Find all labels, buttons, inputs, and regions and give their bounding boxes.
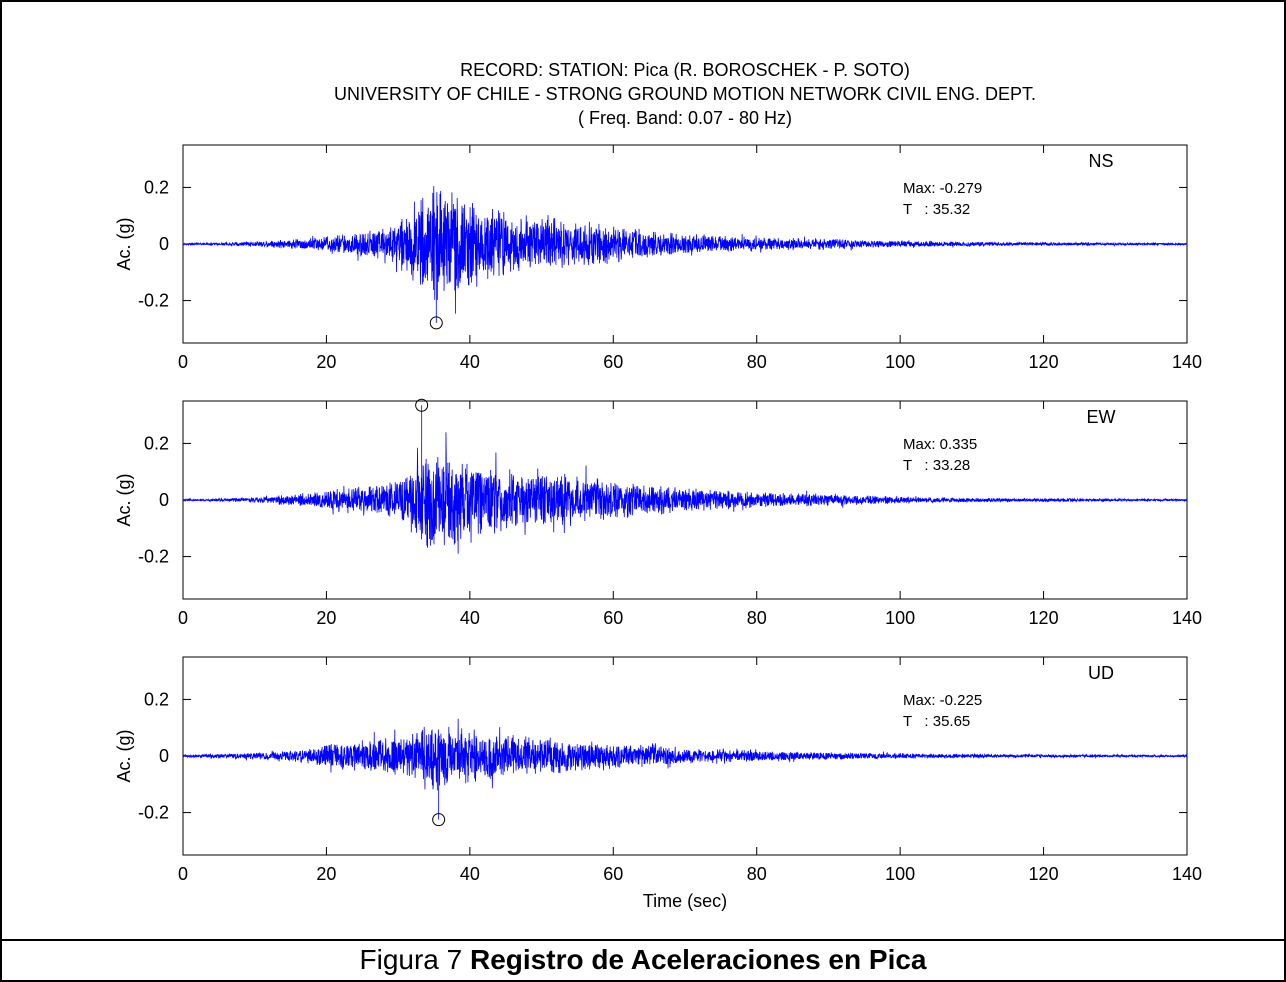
x-tick-label: 120 xyxy=(1029,864,1059,884)
x-tick-label: 20 xyxy=(316,864,336,884)
y-axis-label: Ac. (g) xyxy=(114,217,134,270)
peak-marker xyxy=(415,398,429,412)
component-label: EW xyxy=(1087,407,1116,427)
x-tick-label: 140 xyxy=(1172,864,1202,884)
y-tick-label: 0 xyxy=(159,490,169,510)
x-tick-label: 40 xyxy=(460,352,480,372)
panel-ew: 0 20 40 60 80 100 120 140 -0.2 0 0.2 Ac. (g) EW Max: … xyxy=(114,398,1202,628)
acceleration-trace xyxy=(182,718,1188,820)
peak-marker xyxy=(429,316,443,330)
component-label: UD xyxy=(1088,663,1114,683)
x-tick-label: 0 xyxy=(178,608,188,628)
max-annotation: Max: -0.225 xyxy=(903,692,982,709)
x-tick-label: 20 xyxy=(316,608,336,628)
x-tick-label: 140 xyxy=(1172,608,1202,628)
y-tick-label: 0.2 xyxy=(144,433,169,453)
x-tick-label: 80 xyxy=(747,864,767,884)
y-axis-label: Ac. (g) xyxy=(114,473,134,526)
y-tick-label: -0.2 xyxy=(138,547,169,567)
peak-marker xyxy=(432,813,446,827)
y-axis-label: Ac. (g) xyxy=(114,729,134,782)
x-axis-label: Time (sec) xyxy=(643,891,727,911)
figure-caption-prefix: Figura 7 xyxy=(359,944,463,975)
x-tick-label: 0 xyxy=(178,352,188,372)
x-tick-label: 60 xyxy=(603,608,623,628)
max-annotation: Max: -0.279 xyxy=(903,180,982,197)
figure-caption-title: Registro de Aceleraciones en Pica xyxy=(470,944,927,975)
x-tick-label: 120 xyxy=(1029,608,1059,628)
time-annotation: T : 33.28 xyxy=(903,457,970,474)
component-label: NS xyxy=(1088,151,1113,171)
y-tick-label: -0.2 xyxy=(138,803,169,823)
x-tick-label: 60 xyxy=(603,864,623,884)
chart-title-line-2: UNIVERSITY OF CHILE - STRONG GROUND MOTI… xyxy=(333,84,1037,104)
x-tick-label: 120 xyxy=(1029,352,1059,372)
x-tick-label: 60 xyxy=(603,352,623,372)
x-tick-label: 140 xyxy=(1172,352,1202,372)
x-tick-label: 100 xyxy=(885,608,915,628)
chart-title-line-1: RECORD: STATION: Pica (R. BOROSCHEK - P.… xyxy=(460,60,910,80)
x-tick-label: 20 xyxy=(316,352,336,372)
x-tick-label: 40 xyxy=(460,608,480,628)
chart-panels: 0 20 40 60 80 100 120 140 -0.2 0 0.2 Ac. (g) NS Max: … xyxy=(114,144,1202,911)
time-annotation: T : 35.65 xyxy=(903,713,970,730)
time-annotation: T : 35.32 xyxy=(903,201,970,218)
acceleration-trace xyxy=(182,405,1188,554)
y-tick-label: 0 xyxy=(159,746,169,766)
y-tick-label: 0 xyxy=(159,234,169,254)
x-tick-label: 40 xyxy=(460,864,480,884)
x-tick-label: 0 xyxy=(178,864,188,884)
x-tick-label: 100 xyxy=(885,864,915,884)
x-tick-label: 80 xyxy=(747,608,767,628)
y-tick-label: 0.2 xyxy=(144,689,169,709)
y-tick-label: -0.2 xyxy=(138,291,169,311)
panel-ns: 0 20 40 60 80 100 120 140 -0.2 0 0.2 Ac. (g) NS Max: … xyxy=(114,144,1202,372)
x-tick-label: 100 xyxy=(885,352,915,372)
chart-title-line-3: ( Freq. Band: 0.07 - 80 Hz) xyxy=(577,108,793,128)
max-annotation: Max: 0.335 xyxy=(903,436,977,453)
panel-ud: 0 20 40 60 80 100 120 140 -0.2 0 0.2 Ac. (g) Time (s… xyxy=(114,656,1202,911)
y-tick-label: 0.2 xyxy=(144,177,169,197)
x-tick-label: 80 xyxy=(747,352,767,372)
figure-caption: Figura 7 Registro de Aceleraciones en Pi… xyxy=(0,944,1286,976)
acceleration-trace xyxy=(182,186,1188,323)
